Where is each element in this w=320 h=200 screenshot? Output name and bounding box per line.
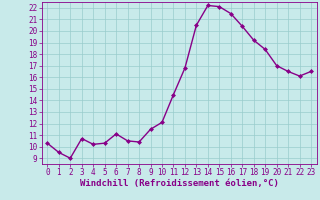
X-axis label: Windchill (Refroidissement éolien,°C): Windchill (Refroidissement éolien,°C) xyxy=(80,179,279,188)
